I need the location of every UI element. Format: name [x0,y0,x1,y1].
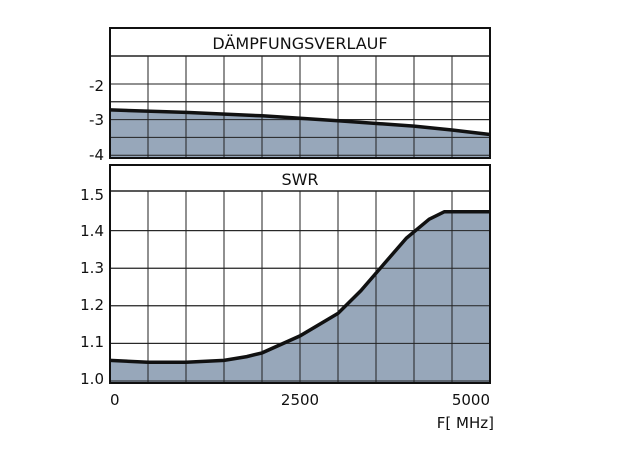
x-tick: 2500 [281,391,319,409]
swr-y-tick: 1.4 [80,222,104,240]
swr-y-tick: 1.1 [80,333,104,351]
swr-title: SWR [281,170,318,189]
swr-y-tick: 1.0 [80,370,104,388]
swr-panel: SWR 1.5 1.4 1.3 1.2 1.1 1.0 0 2500 5000 … [80,164,494,432]
attenuation-panel: DÄMPFUNGSVERLAUF -2 -3 -4 [89,27,491,164]
swr-y-tick: 1.5 [80,186,104,204]
attenuation-title: DÄMPFUNGSVERLAUF [212,34,387,53]
attenuation-y-tick: -3 [89,111,104,129]
swr-y-tick: 1.3 [80,259,104,277]
attenuation-grid-overlay [110,56,490,158]
attenuation-curve [109,108,491,137]
swr-y-tick: 1.2 [80,296,104,314]
swr-grid-overlay [110,191,490,383]
swr-frame [109,164,491,384]
swr-curve [109,209,490,365]
x-tick: 5000 [452,391,490,409]
x-axis-label: F[ MHz] [437,414,494,432]
attenuation-frame [109,27,491,159]
attenuation-y-tick: -4 [89,146,104,164]
attenuation-y-tick: -2 [89,77,104,95]
x-tick: 0 [110,391,120,409]
swr-area [110,211,490,383]
